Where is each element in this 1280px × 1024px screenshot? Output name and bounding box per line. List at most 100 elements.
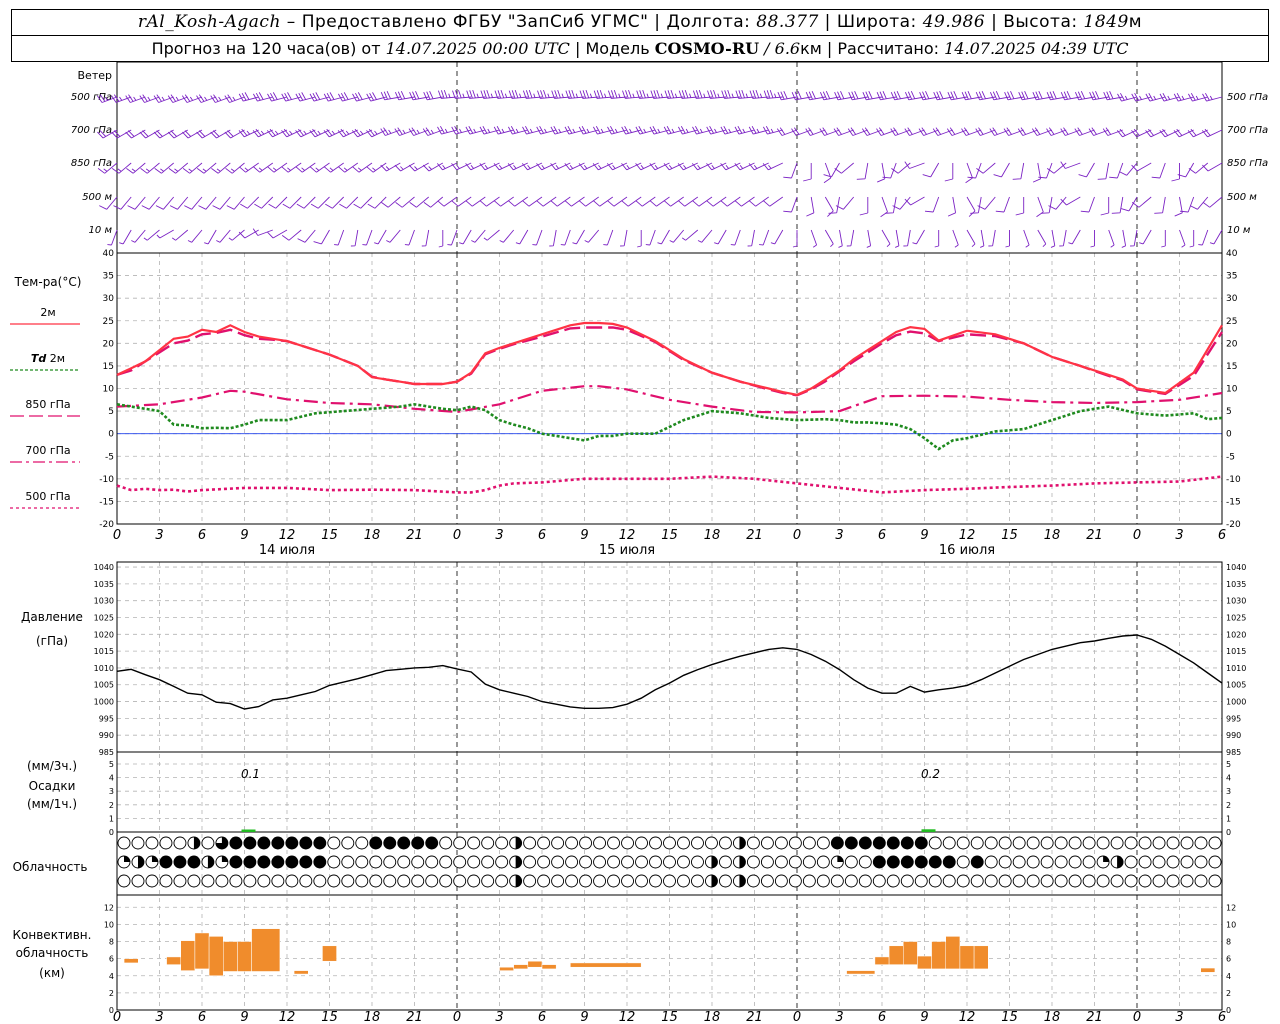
wind-barb-4-57 xyxy=(912,229,925,245)
hour-label-bottom-7: 21 xyxy=(406,1010,423,1024)
wind-barb-4-22 xyxy=(421,229,430,247)
conv-bar-15 xyxy=(846,970,876,975)
conv-bar-3 xyxy=(194,932,210,970)
wind-barb-1-26 xyxy=(465,125,486,135)
calc-time: 14.07.2025 04:39 UTC xyxy=(944,39,1129,58)
hour-label-5: 15 xyxy=(321,528,338,543)
wind-barb-2-17 xyxy=(338,162,359,173)
pres-tick-left-8: 1000 xyxy=(94,698,114,707)
wind-barb-0-78 xyxy=(1202,92,1223,102)
wind-barb-4-29 xyxy=(515,229,529,245)
cloud-circle-1-30 xyxy=(537,855,551,869)
cloud-circle-2-3 xyxy=(159,874,173,888)
wind-barb-2-59 xyxy=(944,163,954,182)
cloud-circle-0-50 xyxy=(816,836,830,850)
wind-barb-1-38 xyxy=(635,125,656,135)
cloud-circle-2-70 xyxy=(1096,874,1110,888)
cloud-circle-0-31 xyxy=(551,836,565,850)
prec-tick-left-3: 2 xyxy=(109,801,114,810)
conv-bar-9 xyxy=(322,945,337,962)
cloud-fill-1-1 xyxy=(137,856,144,868)
cloud-circle-2-1 xyxy=(131,874,145,888)
wind-barb-1-29 xyxy=(508,125,528,135)
wind-barb-1-25 xyxy=(451,125,472,135)
wind-barb-1-22 xyxy=(408,127,429,136)
legend-text-3: 700 гПа xyxy=(25,444,70,457)
wind-barb-4-59 xyxy=(952,229,959,248)
cloud-fill-1-44 xyxy=(739,856,746,868)
prec-tick-right-1: 4 xyxy=(1226,774,1231,783)
wind-barb-1-59 xyxy=(932,127,953,136)
wind-barb-2-33 xyxy=(564,162,585,171)
cloud-circle-1-38 xyxy=(649,855,662,869)
wind-barb-3-14 xyxy=(296,196,316,209)
wind-barb-1-57 xyxy=(904,127,925,136)
cloud-circle-0-55 xyxy=(886,836,900,850)
cloud-circle-2-71 xyxy=(1110,874,1124,888)
temp-title: Тем-ра(°C) xyxy=(14,275,82,289)
cloud-circle-1-45 xyxy=(746,855,760,869)
wind-barb-0-47 xyxy=(763,89,783,99)
hour-label-bottom-22: 18 xyxy=(1044,1010,1061,1024)
conv-bar-11 xyxy=(513,964,529,970)
hour-label-bottom-3: 9 xyxy=(240,1010,248,1024)
wind-barb-1-55 xyxy=(876,127,897,136)
wind-barb-3-18 xyxy=(353,196,373,209)
wind-barb-0-21 xyxy=(394,91,415,101)
pres-tick-right-6: 1010 xyxy=(1226,664,1246,673)
wind-barb-3-69 xyxy=(1080,196,1095,213)
cloud-circle-2-14 xyxy=(313,874,327,888)
wind-barb-3-38 xyxy=(635,196,656,207)
cloud-circle-1-21 xyxy=(411,855,425,869)
wind-barb-3-29 xyxy=(508,196,529,207)
day-label-1: 15 июля xyxy=(599,543,655,558)
wind-barbs xyxy=(96,89,1223,248)
conv-bar-2 xyxy=(180,940,196,971)
cloud-circle-1-65 xyxy=(1026,855,1040,869)
wind-barb-3-30 xyxy=(522,196,543,207)
cloud-circle-2-6 xyxy=(201,874,215,888)
wind-barb-3-61 xyxy=(970,196,982,214)
wind-barb-4-76 xyxy=(1189,230,1195,248)
temp-tick-right-5: 15 xyxy=(1226,362,1237,372)
cloud-circle-0-3 xyxy=(159,836,173,850)
wind-barb-1-33 xyxy=(564,125,585,135)
cloud-fill-1-7 xyxy=(221,856,228,862)
legend-label-0: 2м xyxy=(40,306,55,319)
wind-barb-0-67 xyxy=(1046,91,1067,101)
cloud-circle-2-69 xyxy=(1082,874,1096,888)
cloud-circle-1-18 xyxy=(369,855,383,869)
cloud-circle-2-23 xyxy=(439,874,453,888)
cloud-circle-0-30 xyxy=(537,836,551,850)
cloud-circle-1-25 xyxy=(467,855,481,869)
wind-barb-4-40 xyxy=(669,229,685,243)
cloud-fill-2-44 xyxy=(739,875,746,887)
wind-barb-2-8 xyxy=(211,162,231,174)
cloud-circle-0-40 xyxy=(677,836,690,850)
cloud-circle-0-67 xyxy=(1054,836,1068,850)
wind-barb-2-5 xyxy=(168,162,189,174)
cloud-circle-0-1 xyxy=(131,836,145,850)
precip-unit-3h: (мм/3ч.) xyxy=(27,759,77,773)
cloud-circle-0-54 xyxy=(872,836,886,850)
wind-barb-0-28 xyxy=(494,89,514,99)
wind-barb-0-14 xyxy=(295,92,316,102)
wind-barb-2-78 xyxy=(1202,162,1223,172)
cloud-circle-2-45 xyxy=(746,874,760,888)
wind-level-right-4: 10 м xyxy=(1227,225,1251,236)
wind-barb-1-77 xyxy=(1187,128,1208,138)
wind-barb-4-32 xyxy=(560,229,571,246)
cloud-symbols xyxy=(117,836,1222,888)
wind-level-right-1: 700 гПа xyxy=(1227,125,1268,136)
wind-barb-2-43 xyxy=(706,162,727,171)
wind-barb-1-23 xyxy=(422,127,443,136)
cloud-circle-0-39 xyxy=(663,836,676,850)
temp-tick-left-10: -10 xyxy=(99,475,114,485)
hour-label-bottom-10: 6 xyxy=(538,1010,546,1024)
wind-barb-2-36 xyxy=(606,162,628,171)
wind-barb-3-66 xyxy=(1040,196,1053,214)
wind-barb-1-32 xyxy=(550,125,571,135)
wind-barb-2-27 xyxy=(479,162,500,171)
wind-barb-3-6 xyxy=(184,196,203,210)
wind-barb-0-15 xyxy=(309,92,330,102)
